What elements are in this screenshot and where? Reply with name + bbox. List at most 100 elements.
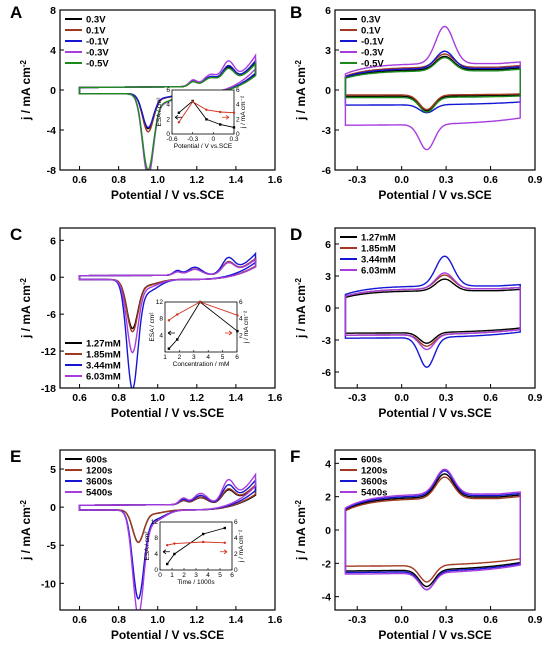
y-axis-label: j / mA cm-2 (19, 277, 33, 339)
legend-label: 3.44mM (361, 255, 396, 266)
legend: 0.3V0.1V-0.1V-0.3V-0.5V (340, 15, 384, 70)
legend-label: 1.85mM (361, 244, 396, 255)
series-group (78, 472, 257, 610)
y-tick-label: 5 (50, 464, 56, 476)
series-line-4 (344, 272, 521, 351)
inset-x-tick-label: 3 (194, 572, 198, 579)
inset-y2-tick-label: 2 (234, 551, 238, 558)
x-tick-label: 0.6 (72, 392, 87, 404)
series-group (78, 53, 257, 170)
inset-right-arrow (220, 549, 228, 555)
y-tick-label: -4 (47, 125, 56, 137)
y-tick-label: 6 (325, 239, 331, 251)
inset-y2-tick-label: 4 (236, 102, 240, 109)
y-tick-label: 0 (50, 272, 56, 284)
y-tick-label: 0 (325, 85, 331, 97)
series-group (344, 468, 521, 591)
inset-x-tick-label: 4 (206, 572, 210, 579)
inset-y-tick-label: 2 (166, 116, 170, 123)
x-tick-label: 0.8 (111, 614, 126, 626)
inset-j-point (202, 540, 205, 544)
x-tick-label: -0.3 (348, 174, 366, 186)
x-tick-label: 0.9 (528, 614, 543, 626)
inset-y-tick-label: 4 (166, 102, 170, 109)
inset-y-tick-label: 8 (159, 316, 163, 323)
x-tick-label: 1.0 (150, 174, 165, 186)
series-line-3 (344, 255, 521, 368)
panel-letter: F (290, 447, 300, 466)
legend-label: 3600s (361, 477, 387, 488)
inset-y2-label: j / mA cm⁻² (238, 529, 245, 563)
x-tick-label: 0.8 (111, 174, 126, 186)
x-axis-label: Potential / V vs.SCE (111, 188, 224, 202)
legend-label: -0.3V (86, 48, 109, 59)
panel-b: B -0.3 0.0 0.3 0.6 0.9 -6 -3 0 3 6 Potential / V vs… (290, 3, 542, 202)
inset-y-tick-label: 4 (159, 332, 163, 339)
x-tick-label: 0.0 (394, 392, 409, 404)
y-axis-label: j / mA cm-2 (294, 499, 308, 561)
series-line-5 (78, 61, 257, 170)
inset-right-arrow (225, 330, 233, 336)
x-axis-label: Potential / V vs.SCE (378, 406, 491, 420)
y-tick-label: -18 (41, 383, 56, 395)
inset-left-arrow (167, 330, 175, 336)
series-line-4 (344, 25, 521, 151)
legend-label: 600s (86, 455, 107, 466)
inset-y2-tick-label: 6 (236, 87, 240, 94)
series-line-4 (78, 257, 257, 354)
y-tick-label: -5 (47, 540, 56, 552)
inset-esa-point (236, 329, 239, 333)
inset-x-tick-label: 6 (230, 572, 234, 579)
inset-esa-point (177, 111, 181, 114)
inset-esa-point (223, 526, 226, 530)
panel-a: A 0.6 0.8 1.0 1.2 1.4 1.6 -8 -4 0 4 8 Potential / V … (10, 3, 282, 202)
panel-f: F -0.3 0.0 0.3 0.6 0.9 -4 -2 0 2 4 Potential / V vs… (290, 447, 543, 642)
x-axis-label: Potential / V vs.SCE (111, 406, 224, 420)
inset-j-line (167, 541, 225, 546)
inset-j-point (198, 300, 202, 304)
x-axis-label: Potential / V vs.SCE (111, 628, 224, 640)
inset-y-label: ESA / cm² (149, 312, 156, 342)
legend-label: 0.3V (361, 15, 381, 26)
inset-esa-line (168, 301, 238, 350)
inset-j-point (232, 111, 236, 114)
legend: 0.3V0.1V-0.1V-0.3V-0.5V (65, 15, 109, 70)
inset-y-label: ESA / cm² (156, 97, 163, 127)
plot-frame (59, 227, 276, 389)
y-tick-label: 6 (50, 235, 56, 247)
y-tick-label: 0 (325, 525, 331, 537)
legend-label: 1.85mM (86, 350, 121, 361)
y-axis-label: j / mA cm-2 (294, 277, 308, 339)
inset-esa-point (176, 338, 179, 341)
legend-label: -0.1V (86, 37, 109, 48)
x-tick-label: 0.3 (439, 392, 454, 404)
x-tick-label: 0.6 (483, 392, 498, 404)
y-tick-label: 8 (50, 5, 56, 17)
inset-x-tick-label: -0.6 (166, 136, 178, 143)
inset-y2-tick-label: 2 (236, 116, 240, 123)
x-tick-label: -0.3 (348, 392, 366, 404)
inset-x-label: Concentration / mM (173, 361, 230, 368)
inset-x-label: Time / 1000s (177, 579, 215, 586)
x-axis-label: Potential / V vs.SCE (378, 188, 491, 202)
x-tick-label: 1.0 (150, 614, 165, 626)
x-tick-label: 1.6 (268, 614, 283, 626)
inset-j-point (223, 541, 226, 544)
inset-j-point (173, 542, 176, 545)
inset-left-arrow (162, 549, 170, 555)
inset-x-tick-label: 2 (182, 572, 186, 579)
y-tick-label: 6 (325, 5, 331, 17)
x-tick-label: 1.2 (190, 174, 205, 186)
inset-x-tick-label: 2 (178, 354, 182, 361)
legend-label: 0.3V (86, 15, 106, 26)
legend-label: 5400s (361, 488, 387, 499)
x-tick-label: 1.2 (190, 614, 205, 626)
y-tick-label: 3 (325, 45, 331, 57)
y-tick-label: 0 (325, 303, 331, 315)
inset-x-tick-label: 3 (192, 354, 196, 361)
